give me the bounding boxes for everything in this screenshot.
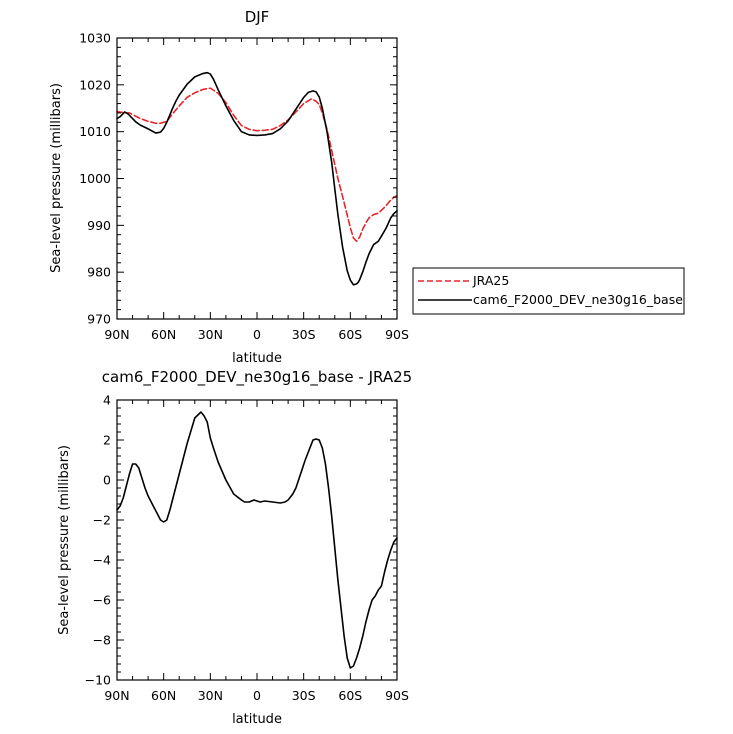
y-tick-label: 1000: [79, 171, 111, 186]
plot-top-series: [116, 71, 398, 286]
y-tick-label: −2: [93, 513, 111, 528]
x-axis-label: latitude: [232, 351, 282, 366]
y-tick-label: 980: [87, 265, 111, 280]
legend-label-cam6: cam6_F2000_DEV_ne30g16_base: [473, 292, 683, 307]
y-tick-label: 4: [103, 393, 111, 408]
y-axis-label: Sea-level pressure (millibars): [49, 83, 64, 273]
y-tick-label: 990: [87, 218, 111, 233]
x-tick-label-30s: 30S: [292, 327, 316, 342]
x-tick-label-90n: 90N: [104, 327, 129, 342]
legend: JRA25 cam6_F2000_DEV_ne30g16_base: [412, 267, 685, 315]
x-tick-label-90s: 90S: [385, 688, 409, 703]
x-tick-label-60n: 60N: [151, 327, 176, 342]
x-tick-label-60n: 60N: [151, 688, 176, 703]
series-line-difference: [116, 411, 398, 669]
series-line-jra25: [116, 87, 398, 243]
y-tick-label: −8: [93, 633, 111, 648]
x-axis-label: latitude: [232, 712, 282, 727]
y-tick-label: 970: [87, 312, 111, 327]
x-tick-label-30n: 30N: [198, 327, 223, 342]
plot-top-tick-labels: 90N 60N 30N 0 30S 60S 90S 970 980 990 1000 1010 1020…: [79, 31, 409, 343]
plot-bottom-ticks: [116, 399, 398, 681]
chart-bottom: cam6_F2000_DEV_ne30g16_base - JRA25 90N 6…: [57, 368, 412, 727]
y-tick-label: 1030: [79, 31, 111, 46]
x-tick-label-30s: 30S: [292, 688, 316, 703]
y-tick-label: 1020: [79, 77, 111, 92]
x-tick-label-0: 0: [253, 688, 261, 703]
chart-top: DJF 90N 60N 30N 0 30S 60S 90S 970 980 990 1000 1010…: [49, 8, 409, 366]
legend-label-jra25: JRA25: [472, 273, 509, 288]
chart-title: cam6_F2000_DEV_ne30g16_base - JRA25: [102, 368, 412, 387]
y-tick-label: 1010: [79, 124, 111, 139]
x-tick-label-90n: 90N: [104, 688, 129, 703]
y-tick-label: 2: [103, 433, 111, 448]
legend-box: [412, 267, 685, 315]
x-tick-label-90s: 90S: [385, 327, 409, 342]
x-tick-label-60s: 60S: [338, 327, 362, 342]
y-axis-label: Sea-level pressure (millibars): [57, 445, 72, 635]
series-line-cam6-f2000-dev-ne30g16-base: [116, 71, 398, 286]
y-tick-label: −10: [85, 673, 111, 688]
plot-bottom-tick-labels: 90N 60N 30N 0 30S 60S 90S −10 −8 −6 −4 −2 0 2 4: [85, 393, 409, 704]
chart-title: DJF: [245, 8, 270, 26]
plot-bottom-frame: [116, 399, 398, 681]
plot-top-frame: [116, 37, 398, 320]
plot-top-ticks: [116, 37, 398, 320]
y-tick-label: −4: [93, 553, 111, 568]
y-tick-label: −6: [93, 593, 111, 608]
x-tick-label-0: 0: [253, 327, 261, 342]
x-tick-label-30n: 30N: [198, 688, 223, 703]
plot-bottom-series: [116, 411, 398, 669]
y-tick-label: 0: [103, 473, 111, 488]
x-tick-label-60s: 60S: [338, 688, 362, 703]
